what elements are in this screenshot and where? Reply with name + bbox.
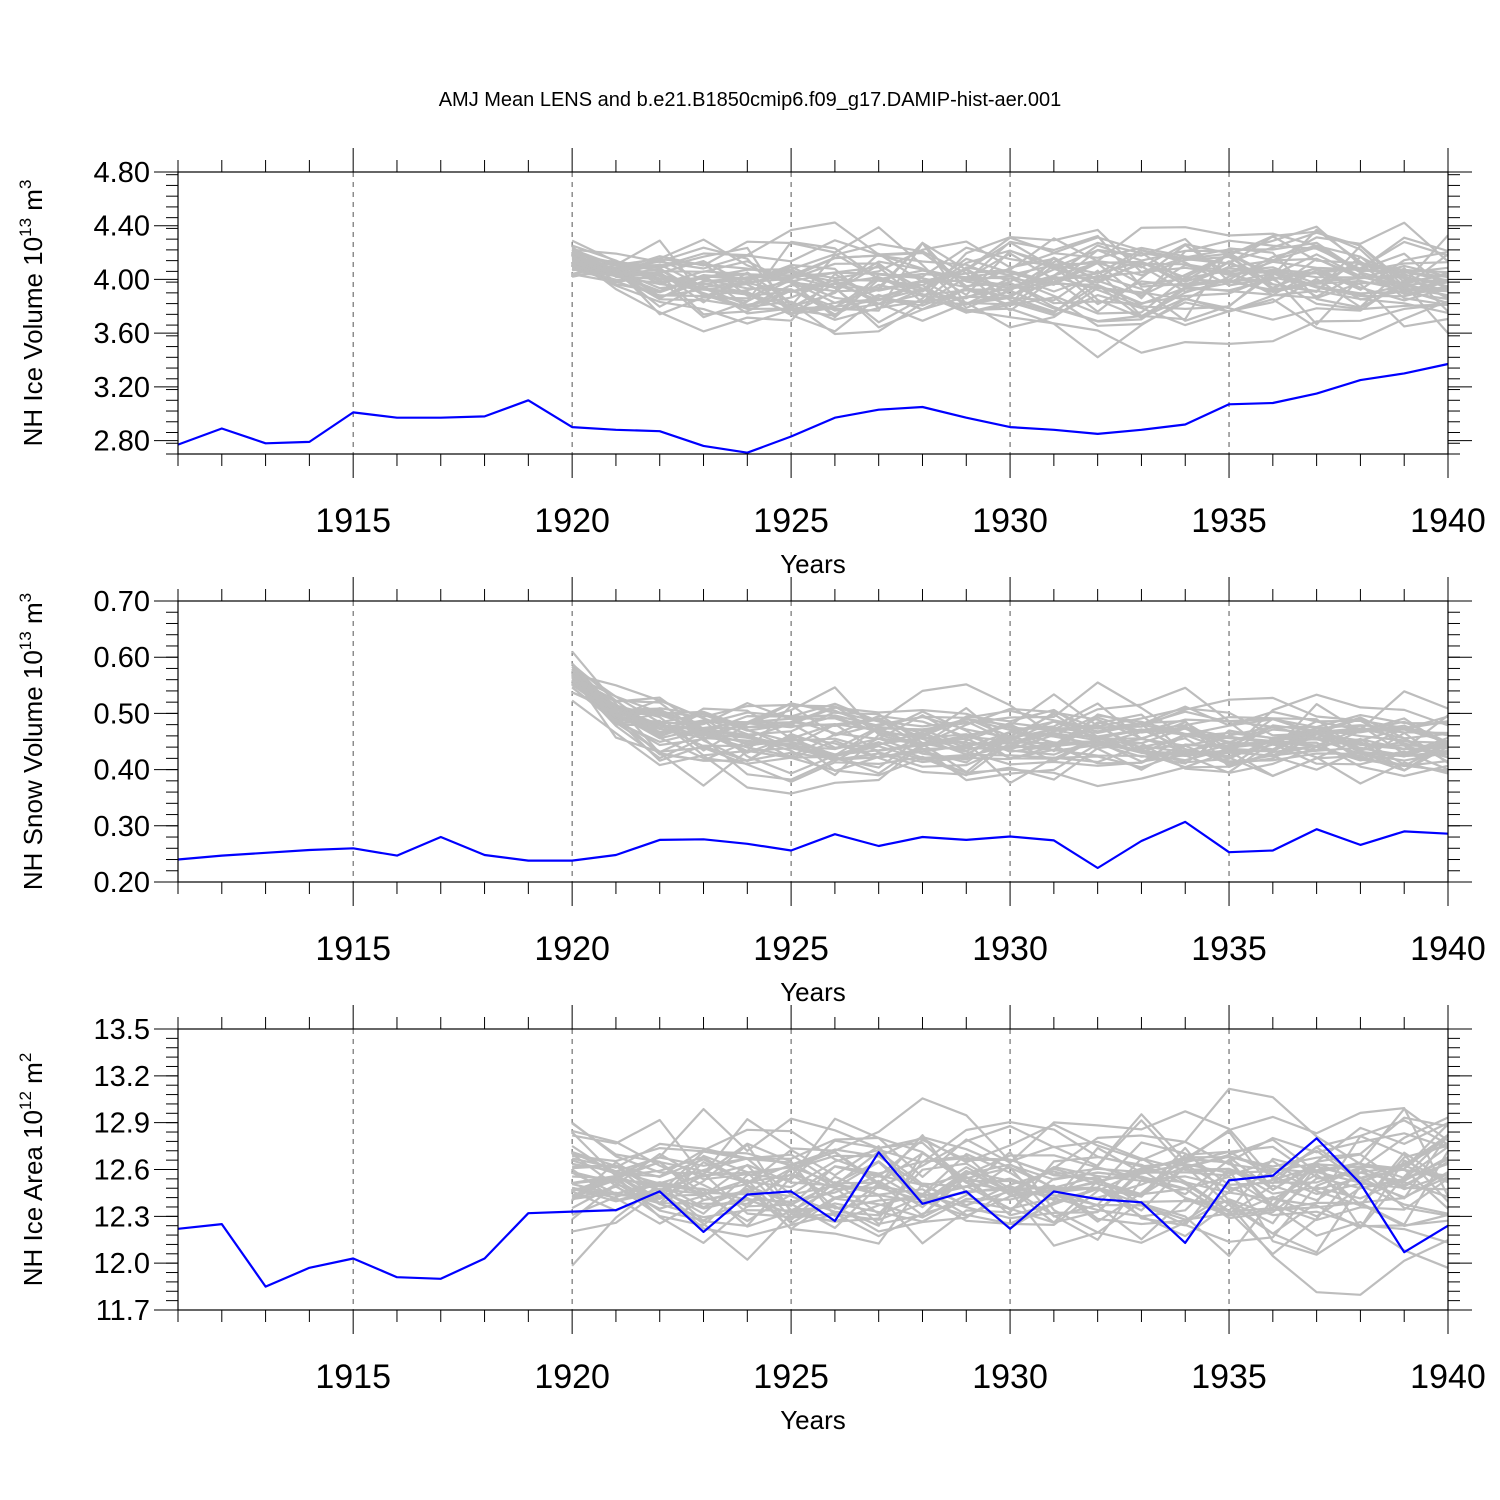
y-tick-label: 4.40: [94, 211, 150, 243]
x-tick-label: 1940: [1410, 502, 1486, 540]
ensemble-member-line: [571, 1150, 1449, 1235]
ensemble-member-line: [571, 683, 1449, 771]
x-tick-label: 1925: [753, 1358, 829, 1396]
x-tick-label: 1930: [972, 1358, 1048, 1396]
ensemble-member-line: [571, 699, 1449, 778]
ensemble-member-line: [571, 234, 1449, 308]
ensemble-member-line: [571, 672, 1449, 760]
ensemble-member-line: [571, 243, 1449, 319]
y-tick-label: 12.3: [94, 1201, 150, 1233]
y-tick-label: 0.50: [94, 698, 150, 730]
ensemble-member-line: [572, 226, 1449, 309]
ensemble-member-line: [571, 226, 1449, 319]
ensemble-member-line: [572, 236, 1449, 300]
y-tick-label: 0.30: [94, 811, 150, 843]
x-tick-label: 1920: [534, 502, 610, 540]
x-tick-label: 1915: [315, 930, 391, 968]
ensemble-member-line: [571, 1154, 1449, 1238]
ensemble-member-line: [571, 237, 1449, 336]
ensemble-member-line: [571, 1128, 1449, 1225]
x-tick-label: 1915: [315, 1358, 391, 1396]
y-tick-label: 3.20: [94, 372, 150, 404]
y-tick-label: 12.9: [94, 1108, 150, 1140]
ensemble-lines: [571, 1087, 1449, 1296]
y-tick-label: 2.80: [94, 426, 150, 458]
ensemble-member-line: [571, 234, 1449, 306]
x-tick-label: 1925: [753, 930, 829, 968]
y-axis-label: NH Ice Area 1012 m2: [16, 1053, 48, 1287]
x-axis-label: Years: [780, 1405, 846, 1435]
ensemble-member-line: [571, 246, 1449, 316]
ensemble-member-line: [571, 683, 1449, 766]
panel-1: 2.80 3.20 3.60 4.00 4.40 4.80 1915 1920 1925 1930…: [16, 148, 1486, 579]
ensemble-member-line: [571, 1124, 1449, 1223]
y-tick-label: 12.0: [94, 1248, 150, 1280]
ensemble-member-line: [571, 674, 1449, 785]
plot-frame: [177, 600, 1449, 883]
x-tick-label: 1920: [534, 930, 610, 968]
y-tick-label: 0.20: [94, 867, 150, 899]
experiment-series-line: [177, 362, 1449, 454]
y-tick-label: 13.5: [94, 1014, 150, 1046]
ensemble-member-line: [571, 1157, 1449, 1258]
ensemble-member-line: [571, 1087, 1449, 1199]
x-tick-label: 1920: [534, 1358, 610, 1396]
x-tick-label: 1925: [753, 502, 829, 540]
ensemble-member-line: [571, 253, 1449, 359]
ensemble-member-line: [571, 1110, 1449, 1228]
x-tick-label: 1935: [1191, 502, 1267, 540]
ensemble-member-line: [571, 240, 1449, 297]
ensemble-member-line: [571, 673, 1449, 752]
y-tick-label: 0.70: [94, 586, 150, 618]
chart-title: AMJ Mean LENS and b.e21.B1850cmip6.f09_g…: [439, 89, 1062, 111]
ensemble-member-line: [571, 1145, 1449, 1218]
x-tick-label: 1935: [1191, 930, 1267, 968]
plot-frame: [177, 171, 1449, 455]
ensemble-member-line: [571, 240, 1449, 289]
ensemble-member-line: [571, 676, 1449, 767]
y-tick-label: 13.2: [94, 1061, 150, 1093]
ensemble-member-line: [571, 251, 1449, 354]
panel-2: 0.20 0.30 0.40 0.50 0.60 0.70 1915 1920 1925 1930…: [16, 577, 1486, 1007]
y-tick-label: 0.60: [94, 642, 150, 674]
ensemble-member-line: [571, 1134, 1449, 1225]
y-tick-label: 12.6: [94, 1155, 150, 1187]
ensemble-member-line: [571, 1121, 1449, 1241]
y-tick-label: 0.40: [94, 755, 150, 787]
x-tick-label: 1930: [972, 930, 1048, 968]
y-tick-label: 3.60: [94, 318, 150, 350]
experiment-series-line: [177, 1137, 1449, 1288]
x-tick-label: 1935: [1191, 1358, 1267, 1396]
y-tick-label: 4.80: [94, 157, 150, 189]
y-tick-label: 11.7: [96, 1295, 150, 1327]
x-tick-label: 1930: [972, 502, 1048, 540]
ensemble-member-line: [571, 1146, 1449, 1261]
ensemble-lines: [571, 650, 1449, 795]
x-tick-label: 1940: [1410, 1358, 1486, 1396]
ensemble-member-line: [571, 254, 1449, 333]
ensemble-member-line: [571, 249, 1449, 329]
ensemble-member-line: [571, 248, 1449, 333]
ensemble-member-line: [571, 684, 1449, 745]
ensemble-member-line: [571, 679, 1449, 778]
x-axis-label: Years: [780, 977, 846, 1007]
ensemble-lines: [571, 221, 1449, 359]
panel-3: 11.7 12.0 12.3 12.6 12.9 13.2 13.5 1915 1920 1925…: [16, 1005, 1486, 1435]
x-axis-label: Years: [780, 549, 846, 579]
y-tick-label: 4.00: [94, 264, 150, 296]
x-tick-label: 1940: [1410, 930, 1486, 968]
y-axis-label: NH Snow Volume 1013 m3: [16, 593, 48, 890]
experiment-series-line: [177, 820, 1449, 870]
y-axis-label: NH Ice Volume 1013 m3: [16, 180, 48, 447]
x-tick-label: 1915: [315, 502, 391, 540]
